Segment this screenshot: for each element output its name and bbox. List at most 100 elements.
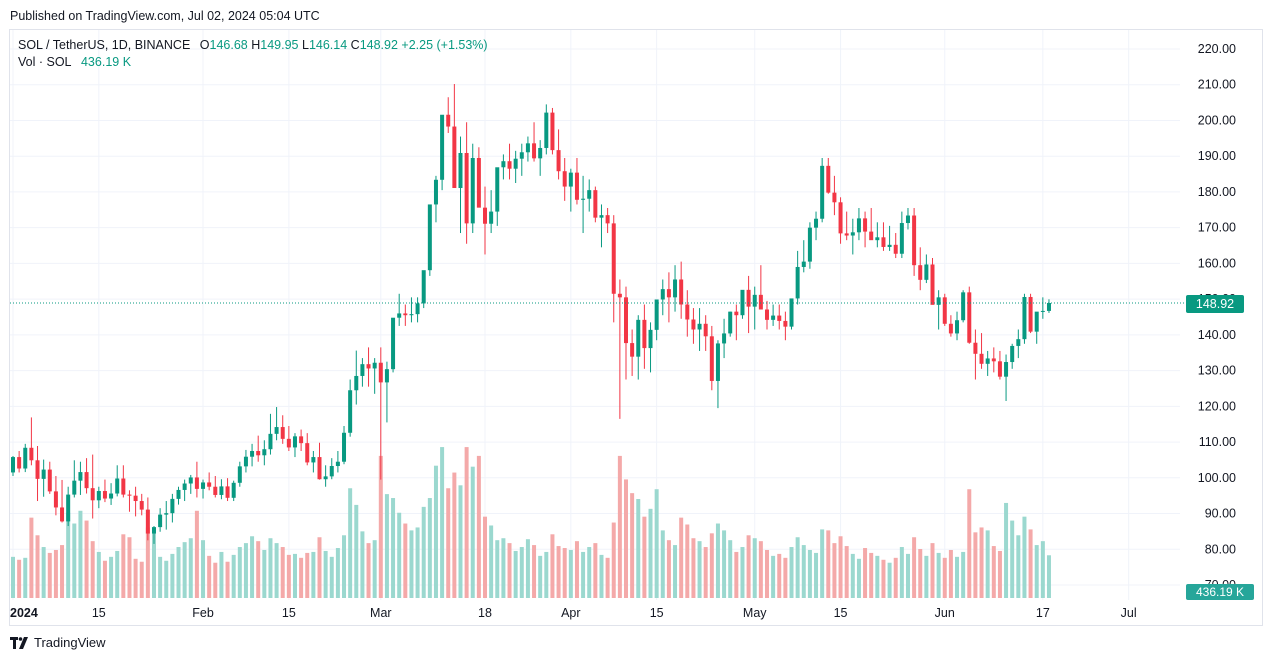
volume-bar <box>170 553 175 598</box>
candle-body <box>11 457 15 473</box>
volume-bar <box>967 489 972 598</box>
candle-body <box>262 449 267 456</box>
volume-bar <box>440 447 445 598</box>
candle-body <box>752 294 757 307</box>
candle-body <box>372 362 377 369</box>
chart-frame[interactable] <box>9 29 1263 626</box>
candle-body <box>734 311 739 316</box>
candle-body <box>476 157 481 208</box>
volume-bar <box>912 537 917 598</box>
volume-bar <box>311 551 316 598</box>
volume-bar <box>636 499 641 598</box>
candle-body <box>685 304 690 320</box>
candle-body <box>991 358 996 362</box>
candle-body <box>918 265 923 280</box>
volume-bar <box>35 535 40 598</box>
candle-body <box>17 457 22 469</box>
time-axis-label: 17 <box>1036 606 1050 620</box>
volume-bar <box>348 488 353 598</box>
price-tick-label: 100.00 <box>1198 471 1236 485</box>
volume-bar <box>66 512 71 598</box>
legend-high-label: H <box>251 38 261 52</box>
volume-bar <box>286 554 291 598</box>
candle-body <box>556 150 561 172</box>
volume-bar <box>109 556 114 598</box>
volume-bar <box>1040 541 1045 598</box>
volume-bar <box>709 533 714 598</box>
volume-bar <box>899 547 904 598</box>
candle-body <box>820 165 825 219</box>
candle-body <box>930 264 935 305</box>
candle-body <box>1022 296 1027 340</box>
volume-bar <box>470 466 475 598</box>
volume-bar <box>409 530 414 598</box>
volume-bar <box>17 559 22 598</box>
price-tick-label: 120.00 <box>1198 399 1236 413</box>
candle-body <box>973 342 978 354</box>
time-axis-labels: 2024 15 Feb 15 Mar 18 Apr 15 May 15 Jun 17 Jul <box>10 606 1137 620</box>
price-tick-label: 90.00 <box>1205 507 1236 521</box>
volume-bar <box>237 547 242 598</box>
volume-bar <box>29 517 34 598</box>
volume-bar <box>587 547 592 598</box>
volume-bar <box>673 545 678 598</box>
candle-body <box>746 289 751 307</box>
volume-bar <box>550 534 555 598</box>
candle-body <box>924 264 929 280</box>
candle-body <box>1010 345 1015 363</box>
volume-bar <box>905 553 910 598</box>
candle-body <box>354 375 359 391</box>
candle-body <box>274 427 279 434</box>
volume-bar <box>176 547 181 598</box>
volume-bar <box>807 549 812 598</box>
candle-body <box>532 143 537 159</box>
volume-bar <box>955 556 960 598</box>
candle-body <box>47 469 52 492</box>
volume-bar <box>593 543 598 598</box>
candle-body <box>250 451 255 457</box>
volume-bar <box>660 530 665 598</box>
candle-body <box>948 323 953 334</box>
volume-bar <box>421 506 426 598</box>
candle-body <box>587 190 592 199</box>
candle-body <box>673 279 678 298</box>
volume-bar <box>342 535 347 598</box>
volume-bar <box>715 523 720 598</box>
candle-body <box>268 433 273 450</box>
time-axis-label: 15 <box>282 606 296 620</box>
candle-body <box>60 507 65 522</box>
volume-bar <box>72 523 77 598</box>
legend-symbol: SOL / TetherUS, 1D, BINANCE <box>18 38 191 52</box>
volume-bar <box>452 472 457 598</box>
volume-bar <box>458 485 463 598</box>
volume-bar <box>801 545 806 598</box>
candle-body <box>967 292 972 343</box>
price-tick-label: 190.00 <box>1198 149 1236 163</box>
price-axis-ticks: 220.00 210.00 200.00 190.00 180.00 170.00 160.… <box>1198 42 1236 592</box>
candle-body <box>856 218 861 233</box>
volume-bar <box>740 547 745 598</box>
brand-name: TradingView <box>34 635 106 650</box>
volume-bar <box>525 539 530 598</box>
candle-body <box>636 319 641 357</box>
candle-body <box>550 112 555 151</box>
legend-low-label: L <box>301 38 309 52</box>
volume-bar <box>317 537 322 598</box>
volume-bar <box>397 512 402 598</box>
volume-bar <box>832 543 837 598</box>
candle-body <box>1040 310 1045 312</box>
candle-body <box>660 289 665 300</box>
volume-bar <box>777 553 782 598</box>
candle-body <box>544 112 549 148</box>
volume-bar <box>299 557 304 598</box>
time-axis-label: Apr <box>561 606 580 620</box>
candle-body <box>617 293 622 298</box>
volume-bar <box>256 541 261 598</box>
candle-body <box>764 309 769 320</box>
candle-body <box>427 204 432 271</box>
tradingview-brand[interactable]: TradingView <box>10 635 106 650</box>
volume-bar <box>489 525 494 598</box>
candle-body <box>421 270 426 304</box>
volume-bar <box>78 510 83 598</box>
